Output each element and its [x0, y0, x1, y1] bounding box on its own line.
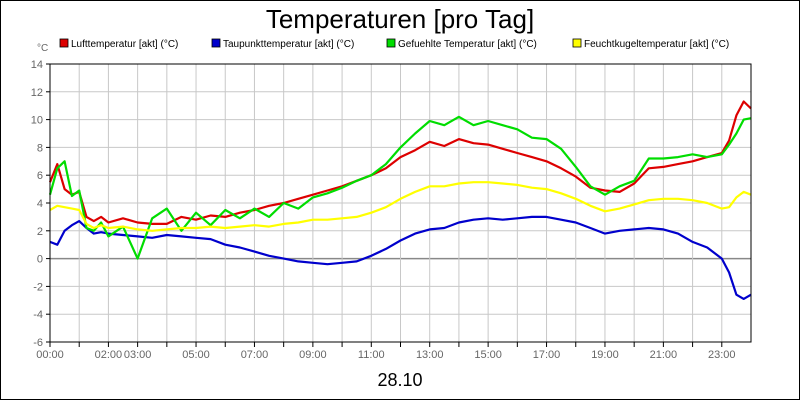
y-tick-label: -2: [33, 281, 43, 293]
y-tick-label: 6: [37, 170, 43, 182]
x-axis: 00:00 02:00 03:00 05:00 07:00 09:00 11:00 13:00…: [36, 342, 736, 361]
y-tick-label: 0: [37, 254, 43, 266]
x-tick-label: 03:00: [124, 349, 152, 361]
y-tick-label: 4: [37, 198, 43, 210]
x-tick-label: 11:00: [358, 349, 385, 361]
legend-item: Taupunkttemperatur [akt] (°C): [211, 38, 354, 50]
x-tick-label: 19:00: [591, 349, 619, 361]
y-tick-label: 2: [37, 226, 43, 238]
y-tick-label: -4: [33, 309, 43, 321]
series-line: [49, 215, 752, 300]
legend-label: Feuchtkugeltemperatur [akt] (°C): [584, 39, 729, 50]
legend-label: Lufttemperatur [akt] (°C): [71, 39, 178, 50]
x-tick-label: 13:00: [416, 349, 444, 361]
x-tick-label: 00:00: [36, 349, 64, 361]
y-axis: -6 -4 -2 0 2 4 6 8 10 12 14: [31, 59, 50, 349]
series-line: [48, 100, 752, 225]
chart-title: Temperaturen [pro Tag]: [266, 4, 534, 34]
legend-label: Gefuehlte Temperatur [akt] (°C): [398, 39, 537, 50]
x-tick-label: 23:00: [708, 349, 736, 361]
plot-frame: [49, 63, 752, 343]
x-tick-label: 07:00: [241, 349, 269, 361]
y-axis-unit: °C: [37, 43, 48, 54]
legend-swatch: [386, 38, 396, 48]
x-tick-label: 05:00: [182, 349, 210, 361]
legend: Lufttemperatur [akt] (°C) Taupunkttempera…: [59, 38, 729, 50]
y-tick-label: 8: [37, 142, 43, 154]
series-line: [49, 181, 752, 232]
legend-label: Taupunkttemperatur [akt] (°C): [223, 39, 354, 50]
x-tick-label: 15:00: [474, 349, 502, 361]
legend-item: Lufttemperatur [akt] (°C): [59, 38, 178, 50]
date-label: 28.10: [377, 370, 422, 390]
y-tick-label: -6: [33, 337, 43, 349]
x-tick-label: 02:00: [95, 349, 123, 361]
grid: [50, 64, 751, 342]
legend-swatch: [572, 38, 582, 48]
legend-swatch: [211, 38, 221, 48]
y-tick-label: 10: [31, 115, 43, 127]
series-lines: [48, 100, 752, 300]
legend-item: Feuchtkugeltemperatur [akt] (°C): [572, 38, 729, 50]
x-tick-label: 09:00: [299, 349, 327, 361]
y-tick-label: 12: [31, 87, 43, 99]
legend-swatch: [59, 38, 69, 48]
y-tick-label: 14: [31, 59, 43, 71]
x-tick-label: 21:00: [650, 349, 678, 361]
legend-item: Gefuehlte Temperatur [akt] (°C): [386, 38, 537, 50]
x-tick-label: 17:00: [533, 349, 561, 361]
